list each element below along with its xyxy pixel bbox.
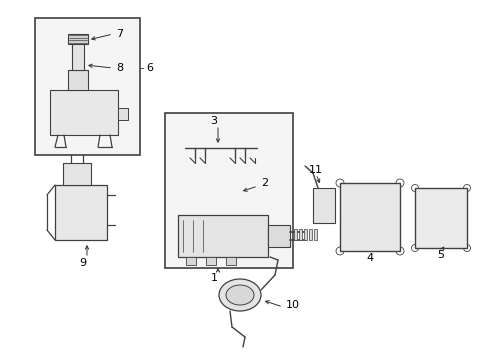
Text: 10: 10 (285, 300, 299, 310)
Bar (178, 215, 267, 257)
Ellipse shape (203, 177, 225, 199)
Text: 2: 2 (261, 178, 267, 188)
Bar (312, 188, 334, 223)
Bar (414, 188, 466, 248)
Ellipse shape (355, 201, 383, 233)
Bar (205, 257, 216, 265)
Circle shape (102, 140, 107, 145)
Bar (118, 108, 128, 120)
Circle shape (89, 199, 97, 207)
Text: 9: 9 (79, 258, 86, 268)
Text: 6: 6 (146, 63, 153, 73)
Circle shape (395, 179, 403, 187)
Text: 1: 1 (210, 273, 217, 283)
Bar (55, 185, 107, 240)
Ellipse shape (225, 285, 253, 305)
Bar (72, 42, 84, 70)
Bar (164, 113, 292, 268)
Bar (304, 229, 306, 240)
Circle shape (463, 244, 469, 252)
Bar (313, 229, 316, 240)
Circle shape (463, 184, 469, 192)
Text: 4: 4 (366, 253, 373, 263)
Bar (339, 183, 399, 251)
Circle shape (411, 244, 418, 252)
Text: 11: 11 (308, 165, 323, 175)
Circle shape (411, 184, 418, 192)
Text: 7: 7 (116, 29, 123, 39)
Bar (298, 229, 302, 240)
Bar (185, 257, 196, 265)
Circle shape (217, 148, 224, 156)
Circle shape (66, 223, 74, 231)
Bar (50, 90, 118, 135)
Text: 5: 5 (437, 250, 444, 260)
Circle shape (58, 140, 62, 145)
Bar (293, 229, 296, 240)
Ellipse shape (431, 207, 449, 229)
Ellipse shape (423, 198, 457, 238)
Bar (308, 229, 311, 240)
Bar (225, 257, 236, 265)
Circle shape (395, 247, 403, 255)
Circle shape (335, 247, 343, 255)
Ellipse shape (219, 279, 261, 311)
Ellipse shape (207, 181, 222, 195)
Bar (35, 18, 140, 155)
Bar (68, 70, 88, 90)
Circle shape (335, 179, 343, 187)
Ellipse shape (224, 184, 240, 200)
Bar (68, 34, 88, 44)
Circle shape (319, 194, 327, 202)
Text: 3: 3 (210, 116, 217, 126)
Ellipse shape (227, 188, 236, 197)
Bar (63, 163, 91, 185)
Ellipse shape (346, 191, 392, 243)
Bar (267, 225, 289, 247)
Circle shape (365, 213, 373, 221)
Circle shape (66, 199, 74, 207)
Text: 8: 8 (116, 63, 123, 73)
